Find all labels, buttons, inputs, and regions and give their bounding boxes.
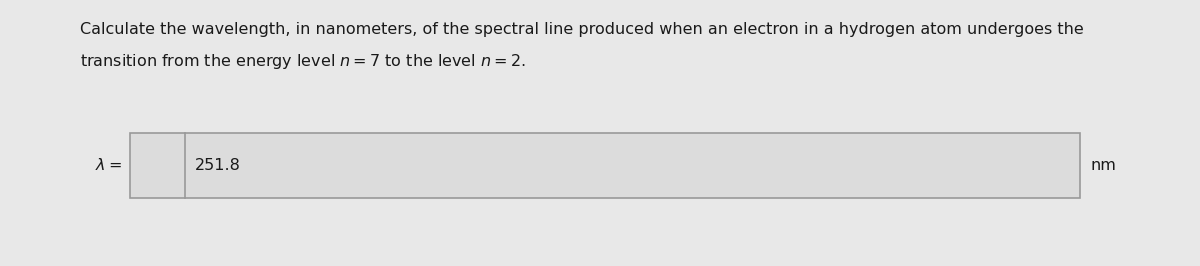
Text: Calculate the wavelength, in nanometers, of the spectral line produced when an e: Calculate the wavelength, in nanometers,… bbox=[80, 22, 1084, 37]
Text: $\lambda =$: $\lambda =$ bbox=[95, 157, 122, 173]
Bar bbox=[130, 133, 1080, 198]
Text: 251.8: 251.8 bbox=[194, 158, 241, 173]
Text: nm: nm bbox=[1090, 158, 1116, 173]
Text: transition from the energy level $n = 7$ to the level $n = 2$.: transition from the energy level $n = 7$… bbox=[80, 52, 526, 71]
